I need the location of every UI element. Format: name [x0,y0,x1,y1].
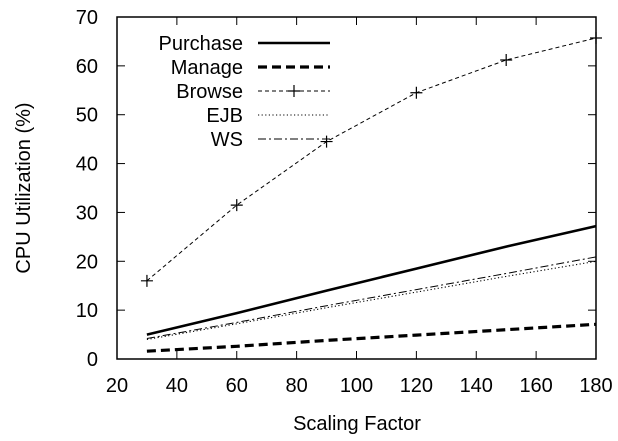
x-tick-label: 140 [460,375,493,397]
y-tick-label: 10 [76,300,98,322]
data-point-browse [410,86,423,99]
data-point-browse [500,53,513,66]
legend-label-browse: Browse [176,81,243,103]
series-layer [140,32,602,353]
data-point-browse [320,135,333,148]
data-point-browse [230,199,243,212]
x-tick-label: 80 [286,375,308,397]
x-tick-label: 20 [106,375,128,397]
y-axis-label: CPU Utilization (%) [13,102,35,273]
legend-label-manage: Manage [171,57,243,79]
legend-marker-browse [288,85,300,97]
data-point-browse [140,274,153,287]
legend-label-ws: WS [211,129,243,151]
series-line-purchase [146,224,597,336]
y-tick-label: 0 [87,349,98,371]
y-tick-label: 30 [76,202,98,224]
x-axis-label: Scaling Factor [293,413,421,435]
x-tick-label: 100 [340,375,373,397]
y-tick-label: 40 [76,154,98,176]
legend-label-purchase: Purchase [159,33,244,55]
x-tick-label: 120 [400,375,433,397]
series-line-ws [146,256,597,339]
series-line-manage [146,322,597,353]
legend-label-ejb: EJB [206,105,243,127]
x-tick-label: 40 [166,375,188,397]
axis-ticks: 20 40 60 80 100 120 140 160 180 0 10 20 30 40 50 60 70 [76,7,613,397]
series-line-ejb [146,260,597,341]
x-tick-label: 160 [519,375,552,397]
y-tick-label: 70 [76,7,98,29]
x-tick-label: 60 [226,375,248,397]
y-tick-label: 60 [76,56,98,78]
x-tick-label: 180 [579,375,612,397]
y-tick-label: 20 [76,251,98,273]
y-tick-label: 50 [76,105,98,127]
